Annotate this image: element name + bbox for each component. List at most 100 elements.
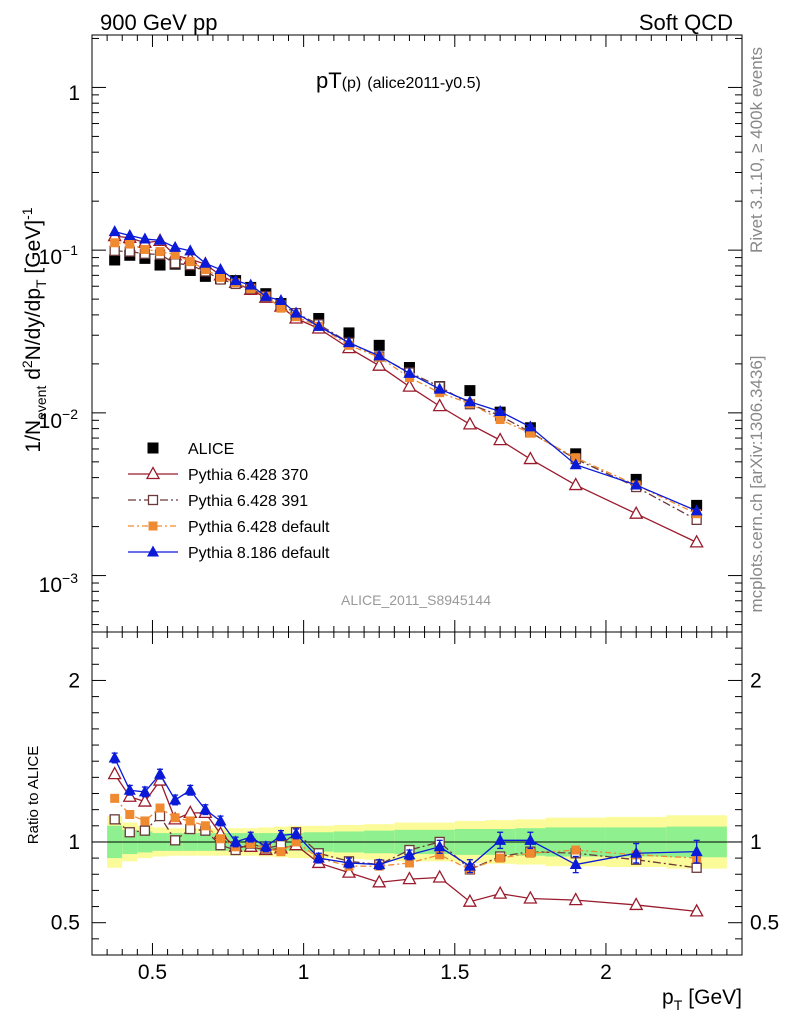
legend: ALICE Pythia 6.428 370 Pythia 6.428 391 Pyt… [128,441,330,562]
ratio-point [108,751,121,763]
ratio-point [342,856,355,868]
ratio-point [125,809,135,819]
data-point [493,432,508,446]
ratio-point [200,821,210,831]
data-point [184,264,196,276]
data-point [184,244,197,256]
ratio-point [138,785,151,797]
ratio-point [154,810,166,822]
ratio-point [523,890,538,904]
ratio-point [495,853,505,863]
legend-label: Pythia 8.186 default [188,545,330,562]
ratio-point [169,835,181,846]
plot-title-tag: (alice2011-y0.5) [367,75,481,92]
data-point [372,357,387,371]
legend-label: Pythia 6.428 default [188,519,330,536]
ratio-point [569,858,582,870]
data-point [313,313,325,325]
ratio-point [169,793,182,805]
data-point [215,272,225,282]
ratio-y-tick-label: 1 [68,831,80,854]
ratio-point [274,828,287,840]
data-point [109,254,121,266]
plot-title-main: pT [316,68,342,93]
data-point [568,477,583,491]
data-point [373,339,385,351]
ratio-point [184,783,197,795]
legend-marker [147,494,159,506]
axes: 0.5 1 1.5 2 0.5 0.5 1 1 2 2 [51,34,779,984]
data-point [629,505,644,519]
legend-label: Pythia 6.428 391 [188,493,308,510]
data-point [200,265,210,275]
legend-marker [148,521,158,531]
ratio-y-tick-label: 0.5 [51,912,80,935]
side-bottom-text: mcplots.cern.ch [arXiv:1306.3436] [747,355,766,612]
data-point [290,306,303,318]
data-point [495,415,505,425]
data-point [154,233,167,245]
legend-label: ALICE [188,441,234,458]
data-point [373,349,386,361]
ratio-point [229,835,242,847]
ratio-point [185,823,196,835]
data-point [569,458,582,470]
ratio-point [571,845,581,855]
data-point [123,229,136,241]
data-point [138,232,151,244]
ratio-point [525,848,535,858]
data-point [630,478,643,490]
ratio-point [690,845,703,857]
data-point [463,395,476,407]
ratio-point [433,840,446,852]
x-axis-label-main: p [662,986,674,1009]
data-point [125,239,135,249]
ratio-point [139,825,151,836]
ratio-point [568,892,583,906]
main-y-tick-label: 1 [68,82,80,105]
data-point [140,244,150,254]
ratio-point [404,858,414,868]
x-axis-label: pT [GeV] [662,986,742,1013]
data-point [244,278,257,290]
x-axis-label-sub: T [674,997,683,1013]
x-tick-label: 2 [600,961,612,984]
side-top-text: Rivet 3.1.10, ≥ 400k events [747,47,766,253]
ratio-point [462,893,478,907]
ratio-point [154,767,167,779]
ratio-y-axis-label: Ratio to ALICE [25,746,42,844]
data-point [343,327,355,339]
ratio-point [290,827,303,839]
ratio-point [312,851,325,863]
data-point [433,382,446,394]
ratio-point [215,834,225,844]
data-point [276,303,286,313]
ratio-point [155,803,165,813]
data-point [185,257,195,267]
ratio-point [373,858,386,870]
ratio-point [402,871,417,885]
ratio-y-tick-label: 2 [68,669,80,692]
data-point [170,250,180,260]
main-series [107,225,704,548]
ratio-point [435,850,445,860]
header-right: Soft QCD [639,10,733,35]
ratio-point [244,830,257,842]
x-tick-label: 1.5 [440,961,469,984]
data-point [108,225,121,237]
ratio-point [291,837,301,847]
legend-marker [145,466,161,480]
data-point [403,366,416,378]
header-left: 900 GeV pp [100,10,217,35]
ratio-point [463,859,476,871]
legend-marker [147,545,159,557]
ratio-point [170,813,180,823]
ratio-y-tick-label-right: 1 [750,831,762,854]
ratio-point [137,793,153,807]
ratio-point [629,897,644,911]
ratio-point [246,839,256,849]
data-point [494,404,507,416]
ratio-point [199,803,212,815]
ratio-point [689,903,704,917]
main-y-tick-label: 10−1 [39,242,79,269]
